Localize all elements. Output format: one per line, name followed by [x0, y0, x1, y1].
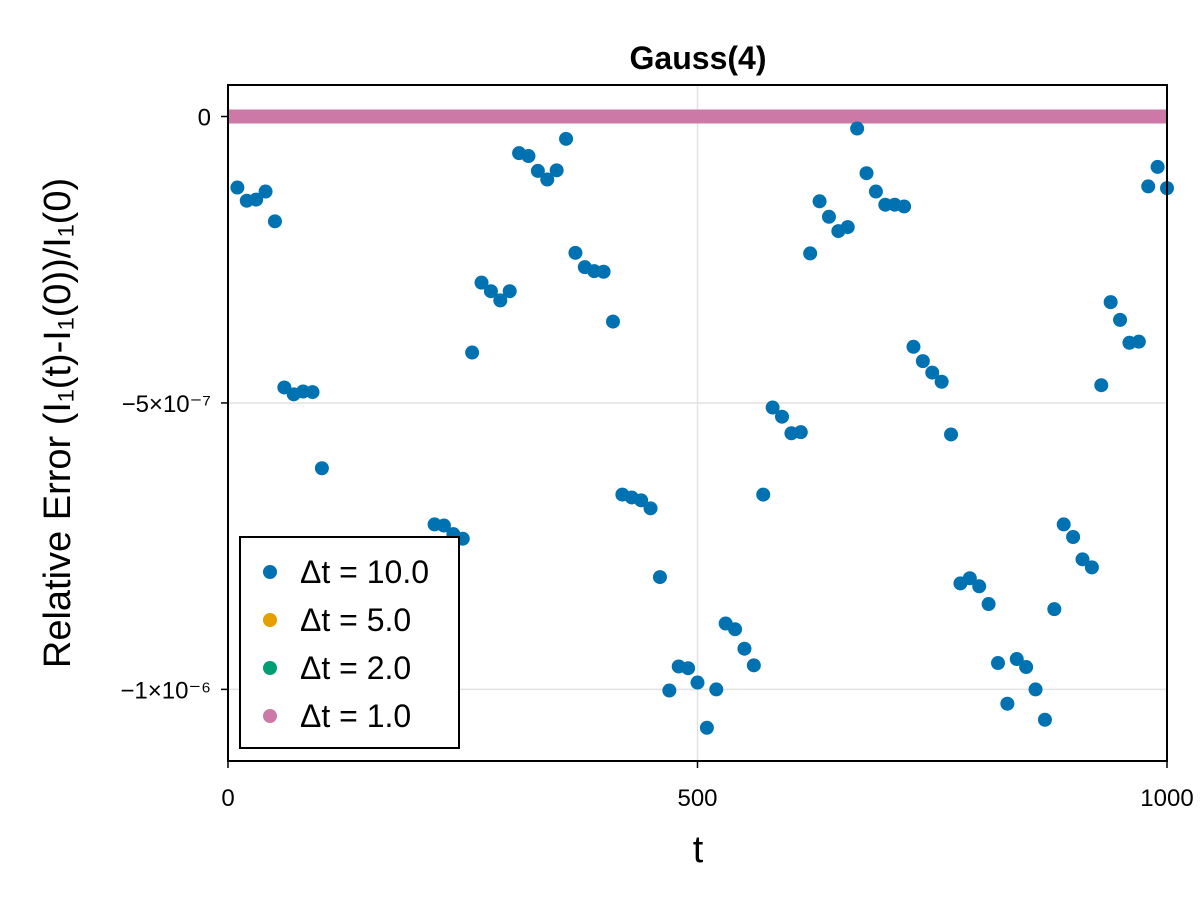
- data-point: [1028, 682, 1043, 697]
- data-point: [746, 658, 761, 673]
- data-point: [1037, 712, 1052, 727]
- data-point: [502, 284, 517, 299]
- data-point: [1131, 334, 1146, 349]
- data-point: [305, 385, 320, 400]
- data-point: [793, 425, 808, 440]
- x-tick-label: 1000: [1140, 785, 1193, 812]
- data-point: [549, 163, 564, 178]
- data-point: [493, 293, 508, 308]
- data-point: [596, 264, 611, 279]
- data-point: [1141, 179, 1156, 194]
- data-point: [1150, 159, 1165, 174]
- y-axis-ticks: 0 −5×10⁻⁷ −1×10⁻⁶: [120, 105, 228, 704]
- data-point: [1075, 552, 1090, 567]
- data-point: [690, 675, 705, 690]
- data-point: [1009, 652, 1024, 667]
- data-point: [662, 683, 677, 698]
- legend-label: Δt = 10.0: [300, 554, 429, 590]
- data-point: [812, 194, 827, 209]
- data-point: [530, 163, 545, 178]
- data-points: [230, 121, 1174, 735]
- data-point: [897, 199, 912, 214]
- data-point: [474, 275, 489, 290]
- chart-title: Gauss(4): [630, 40, 767, 76]
- data-point: [436, 518, 451, 533]
- data-point: [267, 214, 282, 229]
- data-point: [859, 166, 874, 181]
- data-point: [1113, 312, 1128, 327]
- data-point: [709, 682, 724, 697]
- data-point: [925, 365, 940, 380]
- data-point: [605, 314, 620, 329]
- data-point: [1094, 378, 1109, 393]
- data-point: [314, 461, 329, 476]
- data-point: [728, 622, 743, 637]
- data-point: [1000, 696, 1015, 711]
- legend-label: Δt = 2.0: [300, 650, 411, 686]
- y-tick-label: −1×10⁻⁶: [120, 677, 211, 704]
- data-point: [1066, 530, 1081, 545]
- data-point: [1103, 295, 1118, 310]
- legend-marker: [263, 661, 277, 675]
- data-point: [840, 220, 855, 235]
- data-point: [568, 245, 583, 260]
- data-point: [944, 427, 959, 442]
- data-point: [803, 246, 818, 261]
- data-point: [775, 409, 790, 424]
- data-point: [962, 571, 977, 586]
- data-point: [465, 345, 480, 360]
- y-tick-label: 0: [198, 105, 211, 132]
- x-axis-label: t: [693, 829, 704, 871]
- data-point: [521, 149, 536, 164]
- data-point: [230, 180, 245, 195]
- data-point: [559, 131, 574, 146]
- data-point: [737, 641, 752, 656]
- data-point: [972, 579, 987, 594]
- x-axis-ticks: 0 500 1000: [221, 761, 1194, 812]
- legend: Δt = 10.0 Δt = 5.0 Δt = 2.0 Δt = 1.0: [239, 536, 460, 749]
- data-point: [981, 597, 996, 612]
- data-point: [1056, 517, 1071, 532]
- legend-marker: [263, 565, 277, 579]
- data-point: [821, 209, 836, 224]
- data-point: [756, 487, 771, 502]
- x-tick-label: 500: [677, 785, 717, 812]
- legend-marker: [263, 709, 277, 723]
- data-point: [249, 192, 264, 207]
- x-tick-label: 0: [221, 785, 234, 812]
- data-point: [643, 501, 658, 516]
- legend-marker: [263, 613, 277, 627]
- data-point: [990, 656, 1005, 671]
- data-point: [681, 661, 696, 676]
- data-point: [934, 374, 949, 389]
- data-point: [1047, 602, 1062, 617]
- data-point: [699, 720, 714, 735]
- legend-label: Δt = 1.0: [300, 698, 411, 734]
- data-point: [915, 354, 930, 369]
- legend-label: Δt = 5.0: [300, 602, 411, 638]
- data-point: [540, 172, 555, 187]
- y-axis-label: Relative Error (I₁(t)-I₁(0))/I₁(0): [37, 178, 79, 668]
- data-point: [483, 284, 498, 299]
- data-point: [906, 339, 921, 354]
- data-point: [652, 570, 667, 585]
- data-point: [868, 184, 883, 199]
- data-point: [1084, 560, 1099, 575]
- data-point: [634, 493, 649, 508]
- data-point: [258, 184, 273, 199]
- data-point: [765, 400, 780, 415]
- data-point: [850, 121, 865, 136]
- y-tick-label: −5×10⁻⁷: [122, 391, 211, 418]
- data-point: [1019, 660, 1034, 675]
